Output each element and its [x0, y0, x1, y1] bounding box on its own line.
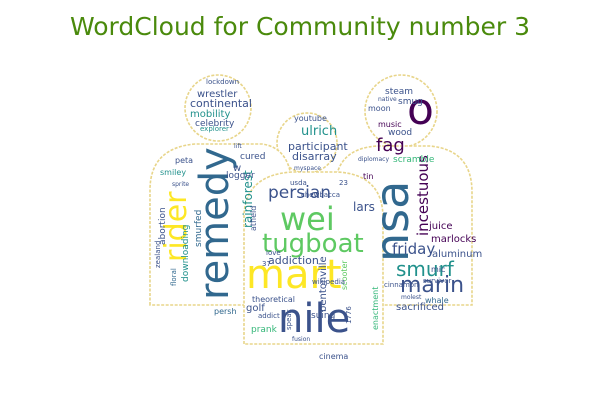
cloud-word: addiction: [268, 254, 319, 267]
cloud-word: celebrity: [195, 119, 235, 129]
cloud-word: logger: [226, 171, 255, 181]
cloud-word: sacrificed: [396, 302, 444, 313]
cloud-word: chewbacca: [301, 191, 340, 199]
cloud-word: marlocks: [431, 234, 476, 245]
cloud-word: wrestler: [197, 89, 238, 100]
cloud-word: aluminum: [432, 249, 482, 260]
cloud-word: atfield: [249, 206, 258, 231]
cloud-word: smurfed: [194, 210, 204, 247]
cloud-word: zealand: [154, 241, 162, 268]
cloud-word: ulrich: [301, 124, 337, 139]
cloud-word: wei: [280, 200, 335, 238]
silhouette-shape: [184, 74, 252, 142]
cloud-word: wood: [388, 128, 412, 138]
cloud-word: 1776: [345, 306, 353, 324]
cloud-word: participant: [288, 140, 348, 153]
cloud-word: rainforest: [241, 170, 255, 228]
cloud-word: continental: [190, 97, 252, 110]
cloud-word: persh: [214, 307, 237, 316]
cloud-word: lockdown: [206, 78, 239, 86]
cloud-word: smiley: [160, 168, 186, 177]
cloud-word: disarray: [292, 150, 337, 163]
cloud-word: friday: [392, 240, 435, 258]
cloud-word: survivor: [423, 277, 451, 285]
cloud-word: diplomacy: [358, 156, 389, 163]
cloud-word: mart: [246, 252, 342, 298]
cloud-word: speak: [285, 308, 293, 330]
cloud-word: nsa: [365, 181, 419, 262]
cloud-word: moon: [368, 104, 391, 113]
cloud-word: addict: [258, 312, 280, 320]
cloud-word: smug: [398, 97, 423, 107]
cloud-word: native: [378, 96, 397, 103]
cloud-word: scooter: [340, 260, 349, 290]
cloud-word: cured: [240, 152, 265, 162]
cloud-word: youtube: [294, 114, 327, 123]
cloud-word: explorer: [200, 125, 229, 133]
cloud-word: w: [233, 163, 241, 174]
cloud-word: theoretical: [252, 295, 295, 304]
cloud-word: rider: [159, 191, 194, 262]
cloud-word: 37: [262, 260, 271, 268]
cloud-word: floral: [170, 268, 178, 286]
cloud-word: cinema: [319, 352, 348, 361]
cloud-word: prank: [251, 325, 278, 335]
cloud-word: mic: [431, 265, 445, 274]
cloud-word: incestuous: [414, 155, 432, 236]
cloud-word: sprite: [172, 181, 189, 188]
cloud-word: abortion: [158, 207, 168, 245]
cloud-word: fusion: [292, 336, 310, 343]
silhouette-outline: [149, 74, 473, 345]
cloud-word: peta: [175, 156, 193, 165]
cloud-word: smurf: [396, 257, 455, 281]
cloud-word: wikipedia: [312, 278, 345, 286]
cloud-word: tugboat: [262, 229, 364, 259]
cloud-word: downloading: [181, 225, 191, 282]
silhouette-shape: [243, 171, 384, 345]
cloud-word: enactment: [371, 287, 380, 330]
cloud-word: bentonville: [318, 256, 329, 312]
cloud-word: myspace: [294, 165, 321, 172]
cloud-word: steam: [385, 87, 413, 97]
cloud-word: music: [378, 120, 402, 129]
cloud-word: suing: [311, 311, 335, 321]
cloud-word: mobility: [190, 109, 230, 120]
cloud-word: marin: [400, 273, 464, 298]
cloud-word: tin: [363, 172, 373, 181]
cloud-word: fag: [376, 135, 405, 156]
cloud-word: remedy: [192, 147, 238, 300]
cloud-word: nile: [278, 296, 350, 342]
cloud-word: persian: [268, 183, 331, 203]
chart-title: WordCloud for Community number 3: [70, 12, 530, 41]
cloud-word: lift: [234, 143, 242, 150]
cloud-word: molest: [401, 294, 422, 301]
cloud-word: golf: [246, 303, 265, 314]
cloud-word: scramble: [393, 155, 435, 165]
cloud-word: o: [407, 84, 434, 135]
cloud-word: love: [266, 249, 281, 257]
cloud-word: lars: [353, 200, 375, 214]
cloud-word: whale: [425, 296, 449, 305]
cloud-word: juice: [428, 221, 453, 232]
cloud-word: 23: [339, 179, 348, 187]
cloud-word: cinnamon: [384, 281, 419, 289]
cloud-word: usda: [290, 179, 307, 187]
